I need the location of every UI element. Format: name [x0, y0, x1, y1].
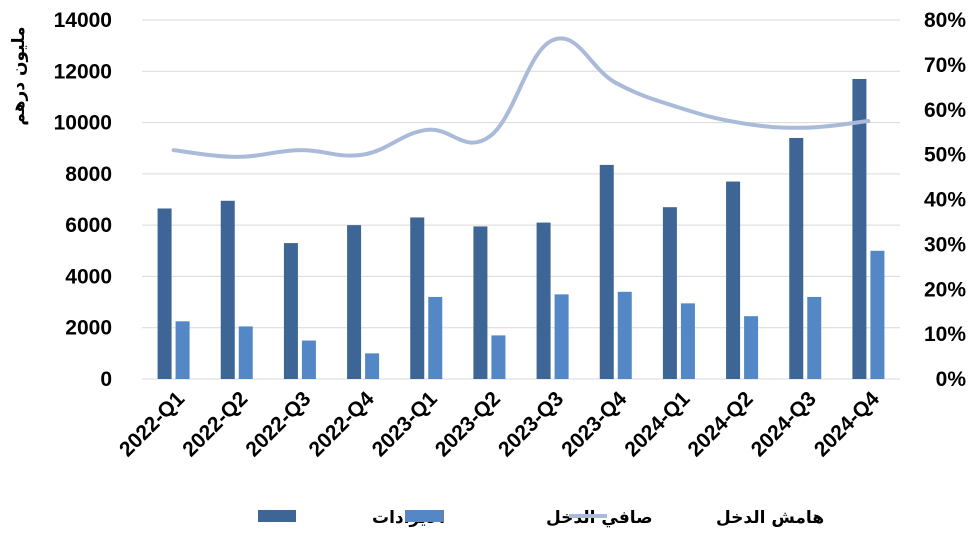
y2-tick-label: 70% [924, 54, 966, 77]
bar [852, 78, 867, 379]
y-tick-label: 0 [100, 368, 112, 391]
x-tick-label: 2023-Q4 [557, 387, 631, 461]
x-tick-label: 2022-Q2 [178, 387, 252, 461]
bar [870, 250, 885, 379]
y-tick-label: 14000 [54, 9, 112, 32]
y-tick-label: 2000 [65, 317, 112, 340]
bar [220, 200, 235, 379]
bar [283, 243, 298, 379]
bar [410, 217, 425, 379]
bar [554, 294, 569, 379]
x-axis-ticks: 2022-Q12022-Q22022-Q32022-Q42023-Q12023-… [115, 387, 884, 461]
bar [807, 296, 822, 379]
bar [726, 181, 741, 379]
legend-swatch [405, 510, 443, 522]
bar [347, 225, 362, 379]
bar [365, 353, 380, 379]
x-tick-label: 2023-Q1 [368, 387, 442, 461]
bar [238, 326, 253, 379]
x-tick-label: 2023-Q2 [431, 387, 505, 461]
bar [617, 291, 632, 379]
bar [473, 226, 488, 379]
x-tick-label: 2024-Q3 [747, 387, 821, 461]
bar [301, 340, 316, 379]
bar [662, 207, 677, 379]
y-axis-label: مليون درهم [9, 26, 29, 125]
x-tick-label: 2024-Q2 [684, 387, 758, 461]
legend-label: هامش الدخل [716, 508, 824, 528]
bar [536, 222, 551, 379]
y2-tick-label: 20% [924, 278, 966, 301]
bar [680, 303, 695, 379]
right-axis-ticks: 0% 10% 20% 30% 40% 50% 60% 70% 80% [924, 9, 966, 391]
y2-tick-label: 0% [936, 368, 967, 391]
bar [157, 208, 172, 379]
bar [744, 316, 759, 379]
x-tick-label: 2022-Q4 [305, 387, 379, 461]
x-tick-label: 2022-Q3 [241, 387, 315, 461]
y-tick-label: 4000 [65, 265, 112, 288]
bar [428, 296, 443, 379]
grid-lines [142, 19, 900, 380]
y-tick-label: 10000 [54, 112, 112, 135]
y2-tick-label: 30% [924, 233, 966, 256]
y2-tick-label: 80% [924, 9, 966, 32]
y2-tick-label: 10% [924, 323, 966, 346]
y-tick-label: 12000 [54, 60, 112, 83]
x-tick-label: 2022-Q1 [115, 387, 189, 461]
y2-tick-label: 40% [924, 189, 966, 212]
bar [175, 321, 190, 379]
y-tick-label: 8000 [65, 163, 112, 186]
legend-swatch [258, 510, 296, 522]
legend-item: هامش الدخل [569, 508, 824, 528]
bar [789, 137, 804, 379]
legend: الايراداتصافي الدخلهامش الدخل [258, 508, 824, 528]
x-tick-label: 2024-Q4 [810, 387, 884, 461]
y2-tick-label: 50% [924, 144, 966, 167]
bar [491, 335, 506, 379]
y2-tick-label: 60% [924, 99, 966, 122]
x-tick-label: 2024-Q1 [620, 387, 694, 461]
margin-series-line [171, 36, 871, 159]
left-axis-ticks: 0 2000 4000 6000 8000 10000 12000 14000 [54, 9, 112, 391]
margin-line [171, 36, 871, 159]
x-tick-label: 2023-Q3 [494, 387, 568, 461]
y-tick-label: 6000 [65, 214, 112, 237]
bar [599, 164, 614, 379]
bars [157, 78, 885, 379]
